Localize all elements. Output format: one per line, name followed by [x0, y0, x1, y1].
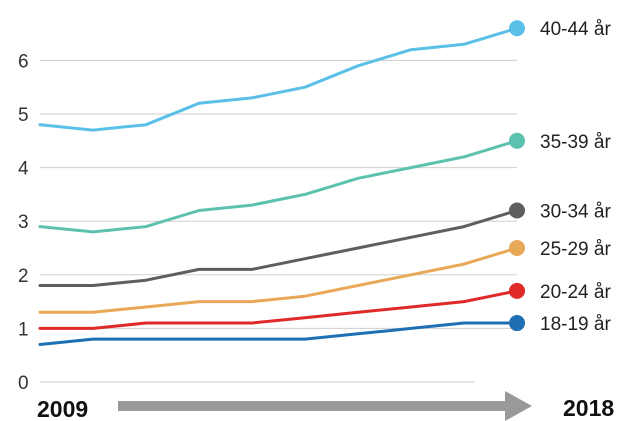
series-label: 40-44 år [540, 19, 611, 40]
series-end-marker [509, 20, 525, 37]
series-end-marker [509, 240, 525, 256]
time-arrow: 2009 2018 [37, 391, 614, 421]
series-end-marker [509, 132, 525, 149]
series-line [38, 26, 519, 132]
gridlines [40, 59, 517, 383]
y-tick-label: 3 [18, 212, 29, 233]
series-line [38, 321, 519, 346]
series-label: 25-29 år [540, 239, 611, 260]
series-end-marker [509, 315, 525, 332]
y-tick-label: 0 [18, 373, 29, 394]
series-line [38, 209, 519, 287]
series-line [38, 246, 519, 314]
y-tick-label: 5 [18, 105, 29, 126]
series-end-markers [509, 20, 525, 332]
series-label: 18-19 år [540, 314, 611, 335]
series-label: 35-39 år [540, 132, 611, 153]
y-tick-label: 4 [18, 159, 29, 180]
series-line [38, 289, 519, 330]
y-tick-label: 1 [18, 319, 29, 340]
series-end-marker [509, 282, 525, 299]
series-labels: 40-44 år 35-39 år 30-34 år 25-29 år 20-24 år… [540, 19, 611, 335]
series-label: 20-24 år [540, 282, 611, 303]
y-tick-label: 2 [18, 266, 29, 287]
time-arrow-shaft [118, 401, 510, 411]
time-arrow-head [505, 391, 532, 421]
series-end-marker [509, 202, 525, 219]
series-line [38, 139, 519, 234]
y-tick-label: 6 [18, 51, 29, 72]
series-label: 30-34 år [540, 201, 611, 222]
x-end-label: 2018 [563, 395, 614, 421]
series-lines [38, 26, 519, 346]
y-axis-tick-labels: 0 1 2 3 4 5 6 [18, 51, 29, 394]
x-start-label: 2009 [37, 396, 88, 421]
